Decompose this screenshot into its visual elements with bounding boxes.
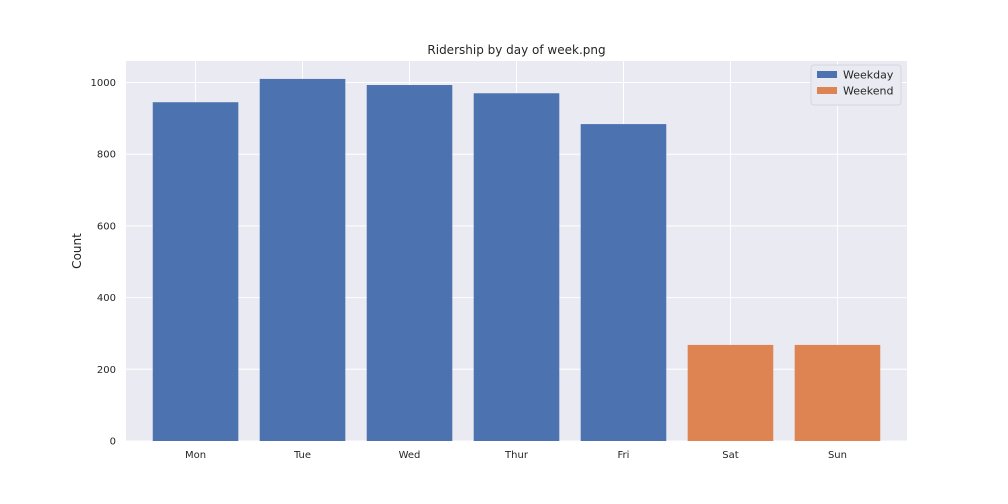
x-tick-label: Tue bbox=[293, 450, 311, 461]
y-axis-label: Count bbox=[70, 233, 84, 269]
bar-wed bbox=[366, 85, 453, 442]
bar-mon bbox=[152, 102, 239, 442]
bar-thur bbox=[473, 93, 560, 441]
y-tick-label: 600 bbox=[97, 221, 116, 232]
x-tick-labels: Mon Tue Wed Thur Fri Sat Sun bbox=[185, 450, 847, 461]
bar-fri bbox=[580, 124, 667, 442]
x-tick-label: Wed bbox=[399, 450, 421, 461]
legend-label: Weekend bbox=[843, 85, 893, 98]
bar-sat bbox=[687, 344, 774, 441]
y-tick-labels: 0 200 400 600 800 1000 bbox=[91, 78, 116, 447]
y-tick-label: 200 bbox=[97, 365, 116, 376]
y-tick-label: 800 bbox=[97, 150, 116, 161]
x-tick-label: Sun bbox=[828, 450, 847, 461]
chart-title: Ridership by day of week.png bbox=[427, 43, 605, 57]
x-tick-label: Fri bbox=[618, 450, 630, 461]
bars bbox=[152, 78, 881, 442]
bar-tue bbox=[259, 78, 346, 441]
x-tick-label: Thur bbox=[504, 450, 529, 461]
legend-label: Weekday bbox=[843, 69, 894, 82]
legend-swatch bbox=[817, 71, 837, 78]
x-tick-label: Mon bbox=[185, 450, 206, 461]
y-tick-label: 0 bbox=[110, 437, 116, 448]
legend-swatch bbox=[817, 87, 837, 94]
legend: Weekday Weekend bbox=[810, 64, 902, 106]
y-tick-label: 1000 bbox=[91, 78, 116, 89]
bar-sun bbox=[794, 344, 881, 441]
x-tick-label: Sat bbox=[722, 450, 738, 461]
y-tick-label: 400 bbox=[97, 293, 116, 304]
